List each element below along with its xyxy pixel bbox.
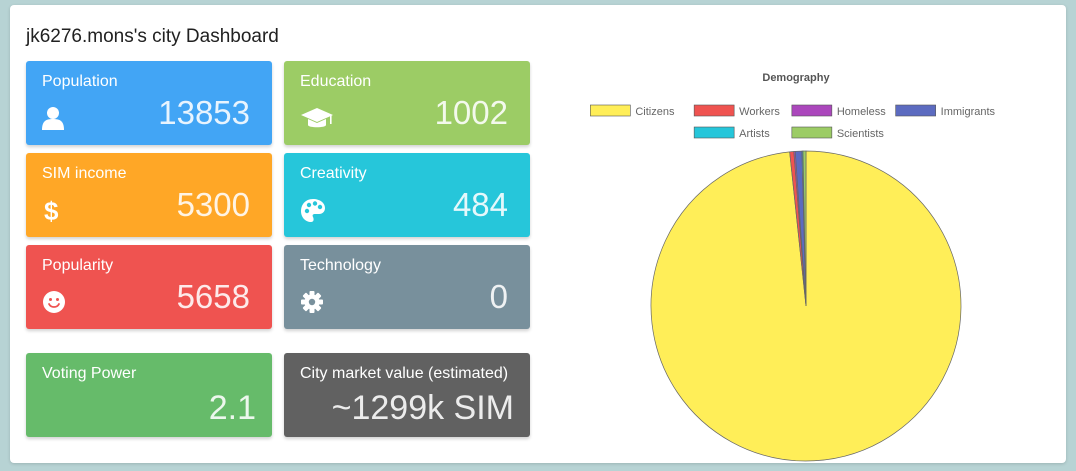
legend-label: Citizens	[635, 106, 675, 118]
card-sim-income: SIM income $ 5300	[26, 153, 272, 237]
legend-label: Workers	[739, 106, 780, 118]
card-label: City market value (estimated)	[300, 365, 509, 382]
graduation-cap-icon	[300, 105, 333, 131]
card-label: Population	[42, 73, 118, 90]
card-label: Voting Power	[42, 365, 137, 382]
legend-swatch	[791, 104, 833, 117]
legend-label: Immigrants	[941, 106, 996, 118]
card-value: 2.1	[208, 389, 256, 427]
card-value: 0	[489, 278, 508, 315]
svg-text:$: $	[44, 197, 59, 225]
legend-swatch	[895, 104, 936, 117]
chart-title: Demography	[762, 72, 830, 84]
pie-slices	[650, 150, 962, 462]
card-population: Population 13853	[26, 61, 272, 145]
card-label: SIM income	[42, 165, 127, 182]
smile-icon	[42, 289, 70, 315]
demography-chart: Demography Citizens Workers Homeless Immigr…	[575, 65, 1015, 465]
pie-slice-scientists[interactable]	[802, 150, 807, 307]
card-value: 5300	[176, 186, 250, 223]
legend-swatch	[791, 126, 833, 139]
page-title: jk6276.mons's city Dashboard	[26, 26, 279, 47]
legend-item[interactable]: Homeless	[791, 104, 886, 118]
legend-item[interactable]: Immigrants	[895, 104, 996, 118]
card-value: 1002	[434, 94, 508, 131]
palette-icon	[300, 197, 328, 223]
legend-swatch	[590, 104, 631, 117]
card-value: ~1299k SIM	[331, 389, 514, 427]
user-icon	[42, 105, 70, 131]
card-city-market-value: City market value (estimated) ~1299k SIM	[284, 353, 530, 437]
chart-legend: Citizens Workers Homeless Immigrants Artists…	[590, 104, 996, 140]
card-label: Popularity	[42, 257, 114, 274]
legend-item[interactable]: Scientists	[791, 126, 885, 140]
legend-label: Scientists	[837, 128, 885, 140]
legend-item[interactable]: Workers	[693, 104, 780, 118]
card-technology: Technology 0	[284, 245, 530, 329]
dashboard-panel: jk6276.mons's city Dashboard Population …	[10, 5, 1066, 463]
demography-pie-svg: Demography Citizens Workers Homeless Immigr…	[590, 72, 996, 462]
card-label: Technology	[300, 257, 381, 274]
dollar-icon: $	[42, 196, 70, 226]
legend-item[interactable]: Artists	[693, 126, 770, 140]
card-value: 13853	[158, 94, 250, 131]
card-value: 5658	[176, 278, 250, 315]
legend-label: Artists	[739, 128, 770, 140]
card-value: 484	[452, 186, 508, 223]
gear-icon	[300, 289, 328, 315]
card-popularity: Popularity 5658	[26, 245, 272, 329]
card-voting-power: Voting Power 2.1	[26, 353, 272, 437]
card-label: Education	[300, 73, 372, 90]
card-label: Creativity	[300, 165, 367, 182]
legend-swatch	[693, 126, 735, 139]
legend-label: Homeless	[837, 106, 886, 118]
legend-swatch	[693, 104, 735, 117]
legend-item[interactable]: Citizens	[590, 104, 675, 118]
card-education: Education 1002	[284, 61, 530, 145]
card-creativity: Creativity 484	[284, 153, 530, 237]
